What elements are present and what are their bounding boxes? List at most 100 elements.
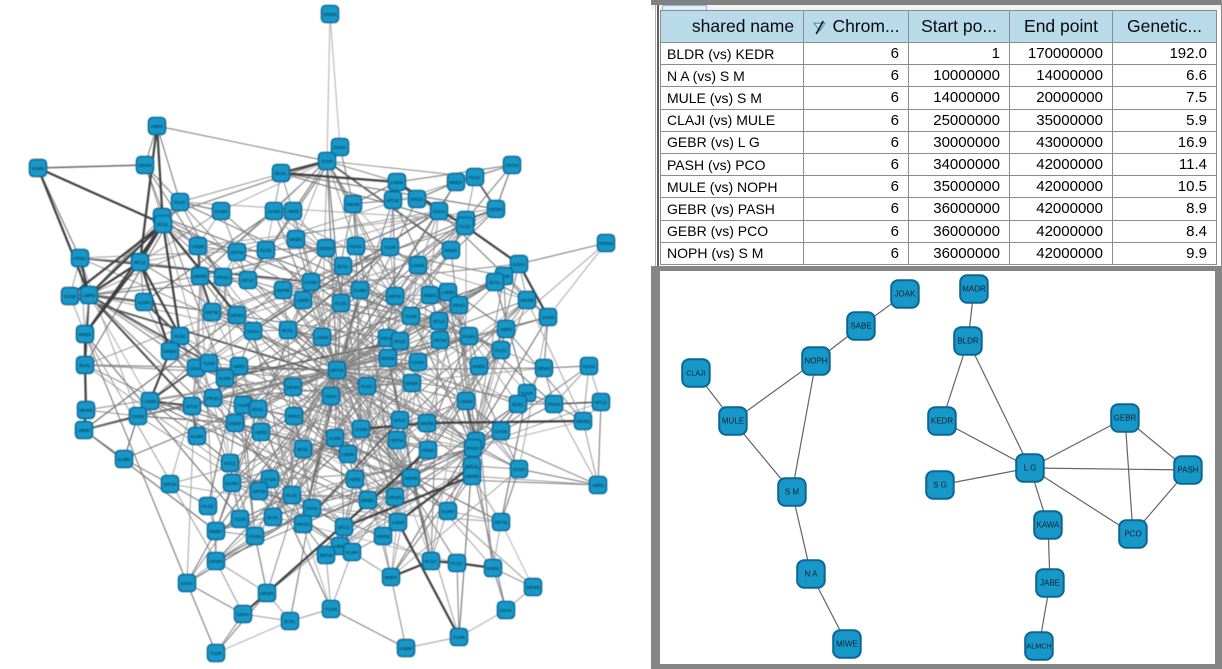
svg-text:TUVR: TUVR [237,403,249,408]
svg-text:CHSN: CHSN [305,280,317,285]
svg-text:BCKL: BCKL [284,619,296,624]
svg-text:LNDM: LNDM [442,290,455,295]
svg-text:MTLE: MTLE [394,418,406,423]
svg-text:SRTW: SRTW [253,489,267,494]
svg-text:BCKL: BCKL [337,264,349,269]
svg-text:TUVR: TUVR [203,361,215,366]
svg-text:CHSN: CHSN [412,360,424,365]
svg-text:PLOC: PLOC [335,301,347,306]
svg-text:PLOC: PLOC [469,175,481,180]
svg-text:KLMN: KLMN [442,509,454,514]
svg-text:BCKL: BCKL [267,515,279,520]
svg-text:ABRD: ABRD [255,430,267,435]
svg-text:CHSN: CHSN [268,209,280,214]
svg-text:MNEK: MNEK [362,498,375,503]
svg-text:ABRD: ABRD [151,124,163,129]
svg-text:TUVR: TUVR [405,314,417,319]
svg-text:MNEK: MNEK [79,332,92,337]
svg-text:CHSN: CHSN [264,477,276,482]
svg-text:ABRD: ABRD [500,327,512,332]
svg-text:WKRB: WKRB [404,476,417,481]
svg-text:DRWS: DRWS [537,366,550,371]
svg-text:JABE: JABE [1040,579,1060,588]
svg-text:MTLE: MTLE [595,400,607,405]
svg-text:DRWS: DRWS [319,246,332,251]
svg-text:GSHA: GSHA [513,262,526,267]
svg-text:DRWS: DRWS [230,313,243,318]
svg-text:PLOC: PLOC [425,559,437,564]
svg-text:PRSO: PRSO [467,446,480,451]
svg-text:PRSO: PRSO [217,275,230,280]
svg-text:KLMN: KLMN [226,481,238,486]
svg-text:MTLE: MTLE [224,461,236,466]
svg-text:TUVR: TUVR [384,245,396,250]
svg-text:LNDM: LNDM [144,399,157,404]
svg-text:LNDM: LNDM [412,263,425,268]
svg-text:LNDM: LNDM [342,452,355,457]
svg-text:CHSN: CHSN [513,467,525,472]
svg-text:DRWS: DRWS [209,559,222,564]
svg-text:KLMN: KLMN [215,209,227,214]
svg-text:SRTW: SRTW [206,310,220,315]
svg-text:PRSO: PRSO [74,256,87,261]
svg-text:WKRB: WKRB [193,274,206,279]
svg-text:PLOC: PLOC [260,248,272,253]
svg-text:PRSO: PRSO [548,402,561,407]
svg-text:MNEK: MNEK [385,575,398,580]
svg-text:GSHA: GSHA [583,364,596,369]
svg-text:MTLE: MTLE [134,260,146,265]
svg-text:SRTW: SRTW [139,163,153,168]
svg-text:SRTW: SRTW [389,294,403,299]
svg-text:BCKL: BCKL [79,363,91,368]
svg-text:KLMN: KLMN [191,434,203,439]
svg-text:LNDM: LNDM [192,244,205,249]
svg-text:DRWS: DRWS [286,385,299,390]
svg-text:TUVR: TUVR [234,517,246,522]
svg-text:MTLE: MTLE [338,525,350,530]
svg-text:WKRB: WKRB [79,408,92,413]
svg-text:BCKL: BCKL [157,222,169,227]
svg-text:GSHA: GSHA [181,581,194,586]
svg-text:SRTW: SRTW [320,553,334,558]
svg-text:KLMN: KLMN [329,436,341,441]
svg-text:MTLE: MTLE [394,339,406,344]
svg-text:BCKL: BCKL [489,280,501,285]
svg-text:DRWS: DRWS [599,241,612,246]
svg-text:CLAJI: CLAJI [686,369,706,378]
svg-text:ABRD: ABRD [83,293,95,298]
svg-text:PRSO: PRSO [207,396,220,401]
svg-text:CHSN: CHSN [542,315,554,320]
svg-text:DRWS: DRWS [260,591,273,596]
svg-text:DRWS: DRWS [526,585,539,590]
svg-text:JOAK: JOAK [895,290,917,299]
svg-text:TUVR: TUVR [210,651,222,656]
svg-text:WKRB: WKRB [420,421,433,426]
svg-text:LNDM: LNDM [391,180,404,185]
svg-text:LNDM: LNDM [392,520,405,525]
svg-text:ALMCH: ALMCH [1026,642,1051,651]
svg-text:GSHA: GSHA [334,145,347,150]
svg-text:KLMN: KLMN [118,457,130,462]
svg-text:PLOC: PLOC [174,200,186,205]
svg-text:TUVR: TUVR [321,159,333,164]
svg-text:GSHA: GSHA [500,608,513,613]
svg-text:WKRB: WKRB [376,534,389,539]
svg-text:PASH: PASH [1177,466,1198,475]
svg-text:SRTW: SRTW [164,482,178,487]
svg-text:ABRD: ABRD [297,298,309,303]
svg-text:ABRD: ABRD [78,428,90,433]
svg-text:BCKL: BCKL [297,447,309,452]
svg-text:L G: L G [1024,464,1037,473]
svg-text:PRSO: PRSO [381,336,394,341]
svg-text:BCKL: BCKL [512,402,524,407]
svg-text:PRSO: PRSO [411,197,424,202]
svg-text:MNEK: MNEK [473,364,486,369]
svg-text:WKRB: WKRB [465,474,478,479]
svg-text:SRTW: SRTW [495,520,509,525]
svg-text:MNEK: MNEK [445,248,458,253]
svg-text:WKRB: WKRB [346,202,359,207]
svg-text:MNEK: MNEK [210,529,223,534]
svg-text:DRWS: DRWS [388,495,401,500]
svg-text:TUVR: TUVR [325,607,337,612]
svg-text:ABRD: ABRD [287,209,299,214]
